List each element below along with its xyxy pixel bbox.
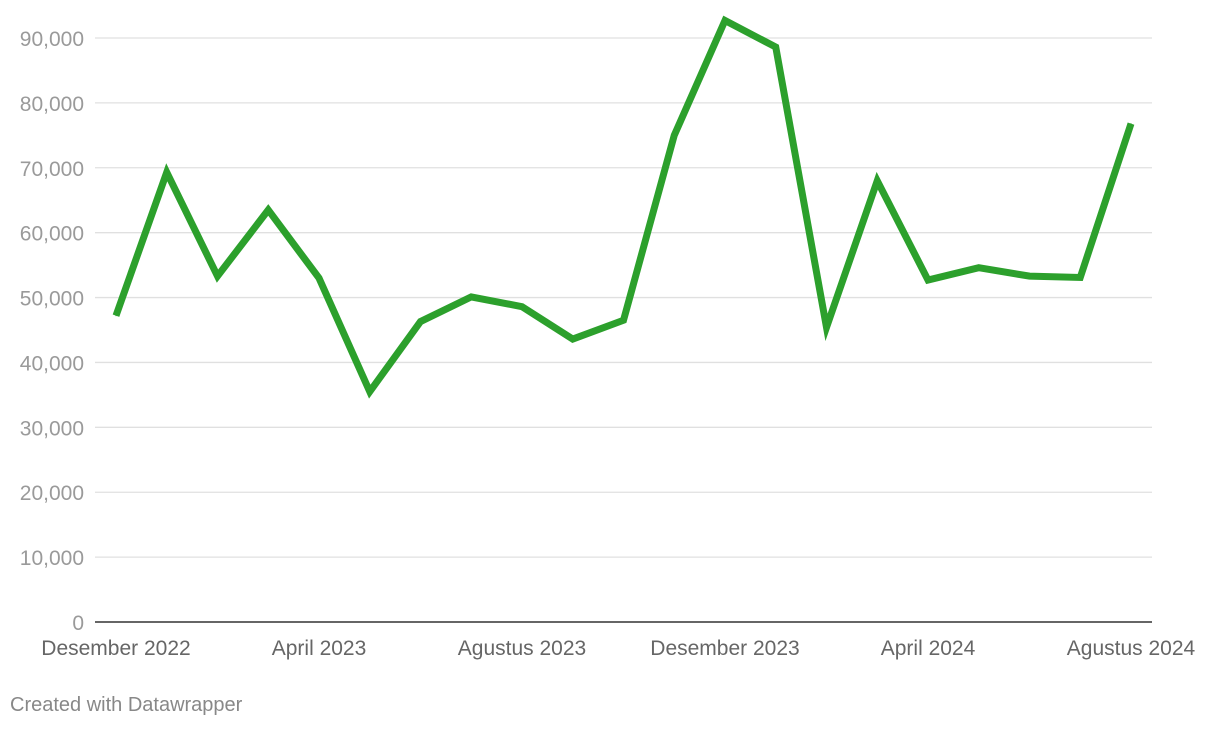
data-point xyxy=(521,306,523,308)
x-tick-label: Desember 2022 xyxy=(41,637,190,660)
y-tick-label: 50,000 xyxy=(20,288,84,311)
data-point xyxy=(623,319,624,321)
data-point xyxy=(420,321,421,323)
x-tick-label: April 2024 xyxy=(881,637,976,660)
data-point xyxy=(572,338,574,340)
data-point xyxy=(1079,276,1081,278)
y-axis-ticks: 0 10,000 20,000 30,000 40,000 50,000 60,000 70,… xyxy=(20,28,84,635)
y-tick-label: 60,000 xyxy=(20,223,84,246)
data-point xyxy=(673,134,675,136)
x-tick-label: April 2023 xyxy=(272,637,367,660)
y-tick-label: 90,000 xyxy=(20,28,84,51)
data-point xyxy=(927,279,929,281)
data-point xyxy=(826,326,827,328)
data-point xyxy=(166,171,168,173)
y-tick-label: 80,000 xyxy=(20,93,84,116)
data-point xyxy=(217,275,218,277)
x-axis-ticks: Desember 2022 April 2023 Agustus 2023 Desem… xyxy=(41,637,1195,660)
data-point xyxy=(318,277,320,279)
credit-text: Created with Datawrapper xyxy=(10,694,243,716)
data-point xyxy=(267,209,269,211)
series-group xyxy=(112,15,1135,399)
data-point xyxy=(724,19,726,21)
x-tick-label: Agustus 2023 xyxy=(458,637,586,660)
y-tick-label: 70,000 xyxy=(20,158,84,181)
data-point xyxy=(115,315,117,317)
series-line xyxy=(112,15,1135,399)
data-point xyxy=(775,46,777,48)
gridlines xyxy=(95,37,1152,558)
data-point xyxy=(369,391,371,393)
data-point xyxy=(470,296,472,298)
y-tick-label: 30,000 xyxy=(20,417,84,440)
y-tick-label: 20,000 xyxy=(20,482,84,505)
y-tick-label: 0 xyxy=(72,612,84,635)
data-point xyxy=(978,267,980,269)
data-point xyxy=(1029,275,1030,277)
data-point xyxy=(1130,123,1132,125)
y-tick-label: 40,000 xyxy=(20,352,84,375)
data-point xyxy=(876,180,878,182)
y-tick-label: 10,000 xyxy=(20,547,84,570)
x-tick-label: Agustus 2024 xyxy=(1067,637,1196,660)
x-tick-label: Desember 2023 xyxy=(650,637,799,660)
